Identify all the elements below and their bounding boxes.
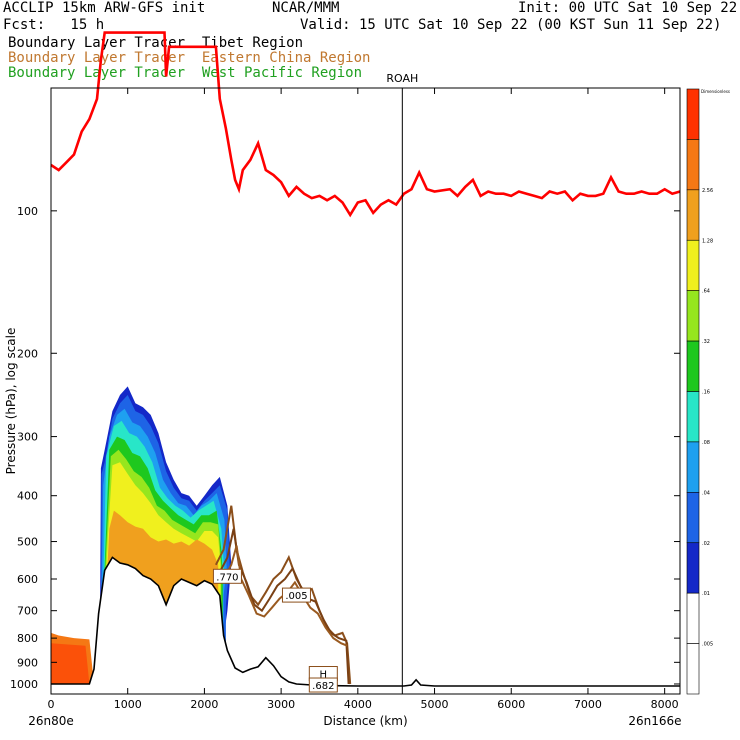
tracer-fill-layers [51,386,680,694]
x-tick-label-6: 6000 [497,698,525,711]
y-tick-label-0: 100 [17,205,38,218]
x-tick-label-8: 8000 [651,698,679,711]
y-axis-title: Pressure (hPa), log scale [4,328,18,475]
contour-label-0: .770 [212,568,242,584]
contour-label-box-3 [308,677,338,693]
eastern-china-contour-1 [218,528,350,685]
y-tick-label-3: 400 [17,490,38,503]
colorbar-level-3: .04 [702,490,710,496]
legend-tibet: Boundary Layer Tracer Tibet Region [8,35,304,51]
contour-label-3: .682 [308,677,338,693]
colorbar-swatch-10 [686,592,700,644]
valid-time: Valid: 15 UTC Sat 10 Sep 22 (00 KST Sun … [300,17,722,33]
legend-west-pacific: Boundary Layer Tracer West Pacific Regio… [8,65,363,81]
color-bar: Dimensionless .005 .01 .02 .04 .08 .16 .32 .64 1.… [686,88,730,695]
y-tick-label-4: 500 [17,536,38,549]
colorbar-top-label: Dimensionless [701,89,730,94]
colorbar-level-2: .02 [702,541,710,547]
init-time: Init: 00 UTC Sat 10 Sep 22 [518,0,738,16]
colorbar-swatch-7 [686,441,700,493]
right-endpoint-label: 26n166e [628,714,681,728]
colorbar-swatch-0 [686,88,700,140]
org-label: NCAR/MMM [272,0,340,16]
contour-label-text-2: H [320,670,328,681]
x-tick-label-1: 1000 [114,698,142,711]
contour-label-text-1: .005 [285,591,307,602]
x-tick-label-2: 2000 [190,698,218,711]
contour-label-text-3: .682 [312,681,334,692]
contour-label-box-0 [212,568,242,584]
colorbar-swatch-5 [686,340,700,392]
colorbar-swatch-9 [686,542,700,594]
colorbar-level-4: .08 [702,440,710,446]
plot-frame [50,87,681,695]
colorbar-swatch-6 [686,391,700,443]
contour-label-text-0: .770 [216,572,238,583]
left-endpoint-label: 26n80e [28,714,74,728]
contour-label-1: .005 [281,587,311,603]
x-axis-title: Distance (km) [323,714,407,728]
colorbar-swatch-4 [686,290,700,342]
station-label: ROAH [386,72,418,85]
colorbar-level-8: 1.28 [702,238,713,244]
x-tick-label-3: 3000 [267,698,295,711]
x-tick-label-7: 7000 [574,698,602,711]
x-tick-label-4: 4000 [344,698,372,711]
tibet-tracer-upper-line [50,31,681,218]
tracer-surface-core [51,643,90,684]
y-tick-label-6: 700 [17,605,38,618]
model-title: ACCLIP 15km ARW-GFS init [3,0,206,16]
colorbar-level-6: .32 [702,339,710,345]
colorbar-level-1: .01 [702,591,710,597]
terrain-line [51,556,680,687]
forecast-hour: Fcst: 15 h [3,17,105,33]
x-tick-label-5: 5000 [421,698,449,711]
colorbar-swatch-11 [686,643,700,695]
colorbar-swatch-2 [686,189,700,241]
y-tick-label-7: 800 [17,632,38,645]
y-tick-label-2: 300 [17,431,38,444]
below-terrain-mask [51,557,680,694]
plot-labels: ROAH 0 1000 2000 3000 4000 5000 6000 7000 8000 100… [4,72,682,728]
y-tick-label-1: 200 [17,347,38,360]
y-tick-label-9: 1000 [10,678,38,691]
colorbar-level-0: .005 [702,642,713,648]
colorbar-swatch-1 [686,139,700,191]
colorbar-level-7: .64 [702,289,710,295]
colorbar-level-9: 2.56 [702,188,713,194]
colorbar-swatch-3 [686,239,700,291]
colorbar-level-5: .16 [702,390,710,396]
y-tick-label-5: 600 [17,573,38,586]
contour-label-box-1 [281,587,311,603]
colorbar-swatch-8 [686,492,700,544]
plot-axes [50,87,681,695]
y-tick-label-8: 900 [17,656,38,669]
x-tick-label-0: 0 [48,698,55,711]
